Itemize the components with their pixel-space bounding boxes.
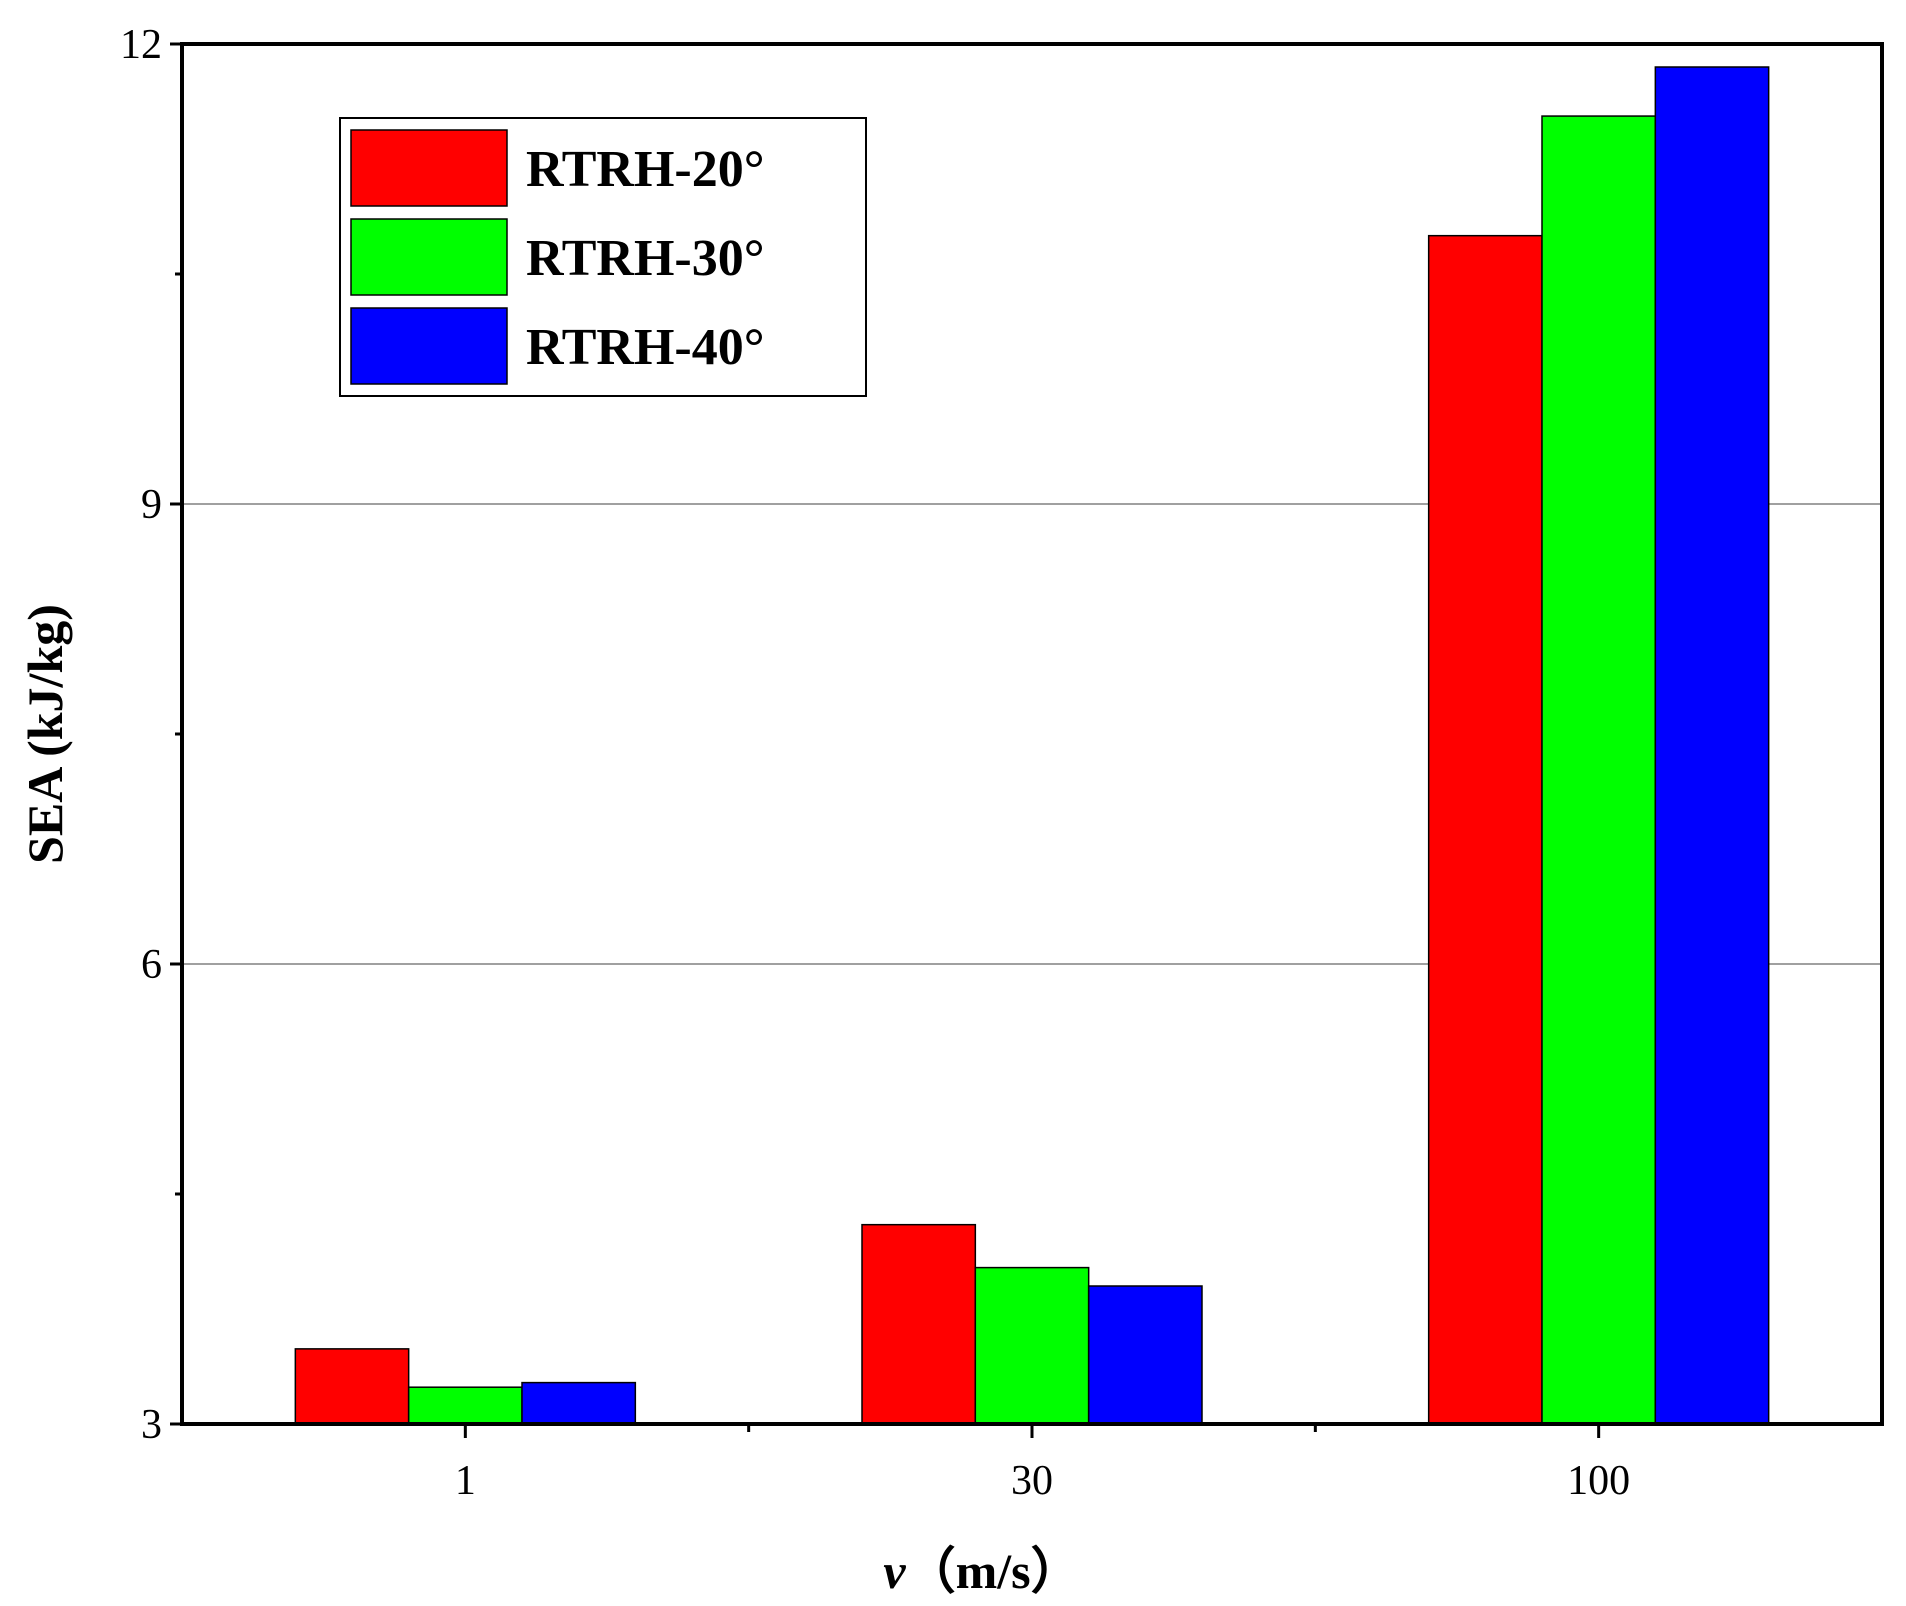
legend-label: RTRH-20° — [526, 141, 765, 198]
x-tick-label: 1 — [455, 1458, 476, 1504]
x-tick-label: 30 — [1011, 1458, 1053, 1504]
x-tick-label: 100 — [1567, 1458, 1630, 1504]
legend-swatch — [350, 218, 508, 296]
bar — [861, 1223, 977, 1425]
x-tick-labels: 1 30 100 — [455, 1458, 1630, 1504]
y-tick-label: 3 — [141, 1402, 162, 1448]
bars — [294, 66, 1770, 1425]
bar — [1541, 115, 1657, 1425]
bar — [1654, 66, 1770, 1425]
y-axis-title: SEA (kJ/kg) — [17, 604, 73, 864]
y-tick-label: 12 — [120, 22, 162, 68]
y-tick-label: 9 — [141, 482, 162, 528]
bar — [521, 1381, 637, 1425]
x-axis-unit: （m/s） — [906, 1543, 1081, 1599]
legend-label: RTRH-40° — [526, 319, 765, 376]
y-tick-label: 6 — [141, 942, 162, 988]
x-axis-title: v（m/s） — [883, 1543, 1080, 1599]
legend-swatch — [350, 307, 508, 385]
bar — [974, 1266, 1090, 1425]
legend-swatch — [350, 129, 508, 207]
x-axis-variable: v — [883, 1543, 906, 1599]
axis-ticks — [170, 42, 1601, 1438]
y-tick-labels: 3 6 9 12 — [120, 22, 162, 1448]
bar — [407, 1386, 523, 1425]
bar — [294, 1348, 410, 1425]
legend-label: RTRH-30° — [526, 230, 765, 287]
legend: RTRH-20° RTRH-30° RTRH-40° — [339, 117, 867, 397]
bar — [1087, 1285, 1203, 1425]
bar — [1427, 234, 1543, 1425]
